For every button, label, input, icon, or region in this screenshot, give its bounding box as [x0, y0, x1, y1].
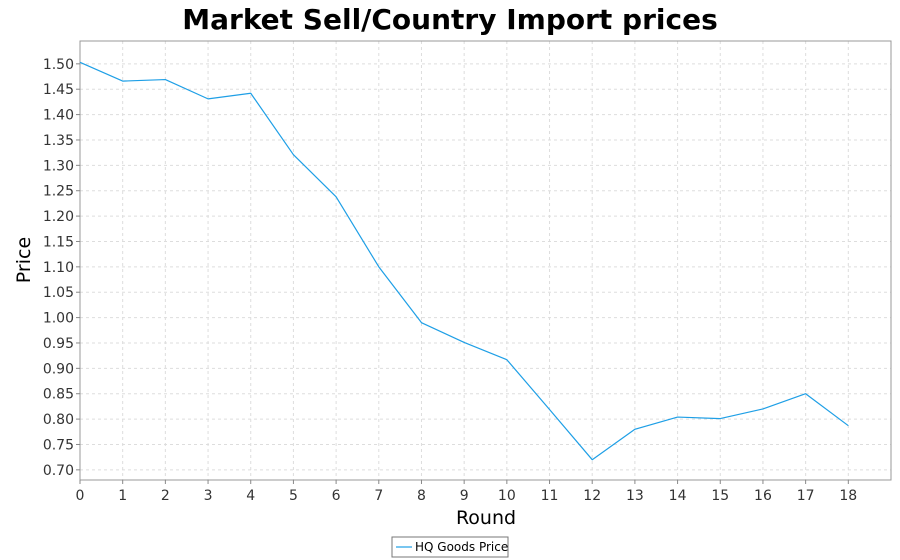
data-point [590, 457, 595, 462]
x-tick-label: 18 [839, 488, 857, 504]
x-tick-label: 16 [754, 488, 772, 504]
y-axis-ticks: 0.70 0.75 0.80 0.85 0.90 0.95 1.00 1.05 1.10 1.15… [43, 57, 80, 479]
y-tick-label: 1.05 [43, 285, 74, 301]
y-tick-label: 1.35 [43, 133, 74, 149]
data-point [248, 91, 253, 96]
x-tick-label: 6 [332, 488, 341, 504]
x-tick-label: 8 [417, 488, 426, 504]
data-point [718, 416, 723, 421]
y-tick-label: 1.25 [43, 184, 74, 200]
x-tick-label: 4 [246, 488, 255, 504]
data-point [419, 320, 424, 325]
x-tick-label: 14 [669, 488, 687, 504]
data-point [504, 357, 509, 362]
legend: HQ Goods Price [391, 536, 509, 558]
y-tick-label: 1.00 [43, 311, 74, 327]
y-tick-label: 1.30 [43, 158, 74, 174]
x-tick-label: 1 [118, 488, 127, 504]
data-point [803, 391, 808, 396]
legend-label: HQ Goods Price [415, 540, 508, 554]
data-point [760, 406, 765, 411]
x-axis-label: Round [456, 507, 516, 529]
x-tick-label: 15 [711, 488, 729, 504]
x-tick-label: 17 [797, 488, 815, 504]
y-tick-label: 0.95 [43, 336, 74, 352]
data-point [163, 77, 168, 82]
x-tick-label: 2 [161, 488, 170, 504]
x-tick-label: 11 [541, 488, 559, 504]
y-tick-label: 0.80 [43, 412, 74, 428]
x-tick-label: 7 [374, 488, 383, 504]
x-axis-ticks: 0 1 2 3 4 5 6 7 8 9 10 11 12 13 14 15 16 17 18 [76, 480, 857, 504]
y-tick-label: 1.50 [43, 57, 74, 73]
x-tick-label: 5 [289, 488, 298, 504]
y-tick-label: 0.75 [43, 437, 74, 453]
grid [79, 41, 891, 480]
series-layer [78, 60, 851, 462]
y-tick-label: 0.70 [43, 463, 74, 479]
x-tick-label: 0 [76, 488, 85, 504]
y-tick-label: 0.85 [43, 387, 74, 403]
data-point [291, 152, 296, 157]
y-tick-label: 1.10 [43, 260, 74, 276]
data-point [206, 96, 211, 101]
data-point [632, 427, 637, 432]
y-tick-label: 0.90 [43, 361, 74, 377]
x-tick-label: 13 [626, 488, 644, 504]
y-tick-label: 1.40 [43, 108, 74, 124]
x-tick-label: 12 [583, 488, 601, 504]
x-tick-label: 10 [498, 488, 516, 504]
data-point [334, 194, 339, 199]
data-point [462, 340, 467, 345]
plot-area [79, 40, 892, 481]
y-tick-label: 1.20 [43, 209, 74, 225]
y-tick-label: 1.45 [43, 82, 74, 98]
chart-title: Market Sell/Country Import prices [182, 3, 718, 36]
x-tick-label: 9 [460, 488, 469, 504]
data-point [846, 423, 851, 428]
series-line [79, 61, 849, 461]
y-tick-label: 1.15 [43, 234, 74, 250]
data-point [675, 415, 680, 420]
data-point [78, 60, 83, 65]
data-point [376, 264, 381, 269]
legend-box [391, 536, 509, 558]
x-tick-label: 3 [204, 488, 213, 504]
data-point [547, 407, 552, 412]
data-point [120, 79, 125, 84]
y-axis-label: Price [13, 237, 35, 283]
